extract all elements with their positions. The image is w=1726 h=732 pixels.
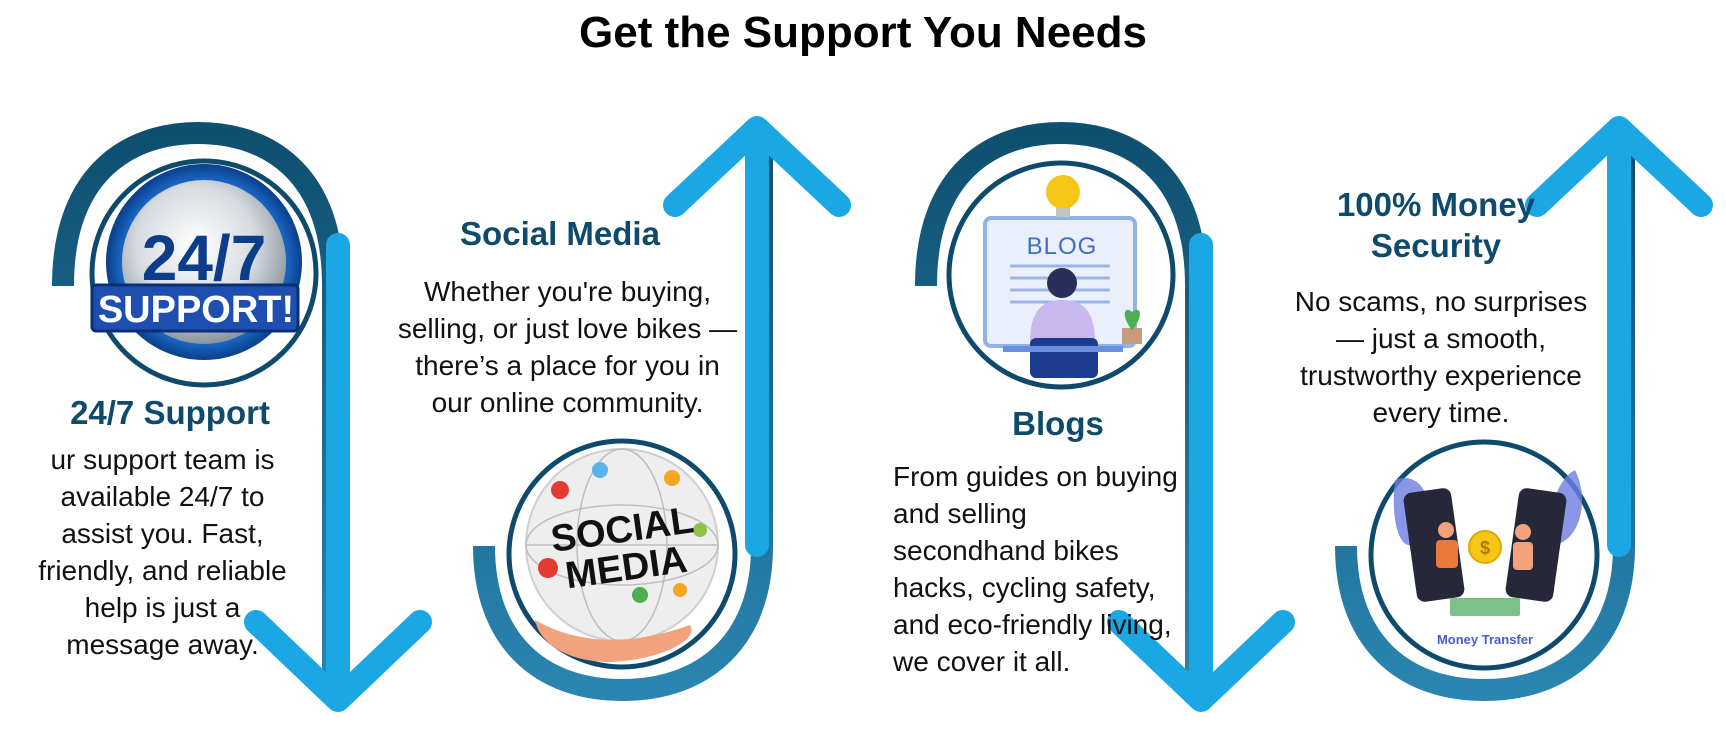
social-media-globe: SOCIAL MEDIA: [506, 438, 738, 670]
heading-money-security: 100% Money Security: [1336, 186, 1536, 265]
money-transfer-caption: Money Transfer: [1437, 632, 1533, 647]
lightbulb-icon: [1046, 175, 1080, 217]
desc-money-security: No scams, no surprises — just a smooth, …: [1294, 286, 1588, 428]
wifi-icon: [664, 470, 680, 486]
teal-curve-1: [52, 121, 344, 690]
plant-icon: [1122, 309, 1142, 344]
phone-right-icon: [1505, 488, 1567, 602]
arrow-up-4: [1525, 116, 1713, 557]
arrow-down-3: [1107, 233, 1295, 712]
blog-screen-text: BLOG: [1027, 233, 1098, 260]
desc-social-media: Whether you're buying, selling, or just …: [397, 276, 738, 418]
cloud-icon: [592, 462, 608, 478]
arrow-up-2: [663, 116, 851, 557]
person-body: [1030, 300, 1095, 342]
teal-curve-4: [1335, 150, 1635, 702]
phone-left-icon: [1403, 488, 1465, 602]
money-transfer-illustration: $ Money Transfer: [1368, 439, 1600, 671]
cash-icon: [1450, 598, 1520, 616]
arrow-down-1: [244, 233, 432, 712]
desc-blogs: From guides on buying and selling second…: [893, 461, 1178, 677]
hand-icon: [535, 620, 692, 662]
desc-24-7-support: ur support team is available 24/7 to ass…: [38, 444, 287, 660]
lock-icon: [673, 583, 687, 597]
heading-social-media: Social Media: [460, 215, 660, 252]
laptop-icon: [1030, 338, 1098, 378]
svg-text:$: $: [1480, 538, 1490, 558]
teal-curve-2: [473, 150, 773, 702]
blog-illustration: BLOG: [946, 160, 1176, 390]
badge-text-support: SUPPORT!: [98, 289, 294, 331]
heart-icon: [551, 481, 569, 499]
heading-blogs: Blogs: [1012, 405, 1104, 442]
thumbs-up-icon: [632, 587, 648, 603]
teal-curve-3: [915, 121, 1207, 690]
coin-icon: [1468, 530, 1502, 564]
badge-text-247: 24/7: [142, 222, 267, 294]
person-head: [1047, 268, 1077, 298]
chat-icon: [693, 523, 707, 537]
sms-icon: [538, 558, 558, 578]
heading-24-7-support: 24/7 Support: [70, 394, 270, 431]
page-title: Get the Support You Needs: [579, 8, 1147, 57]
support-24-7-badge: 24/7 SUPPORT!: [89, 158, 319, 388]
